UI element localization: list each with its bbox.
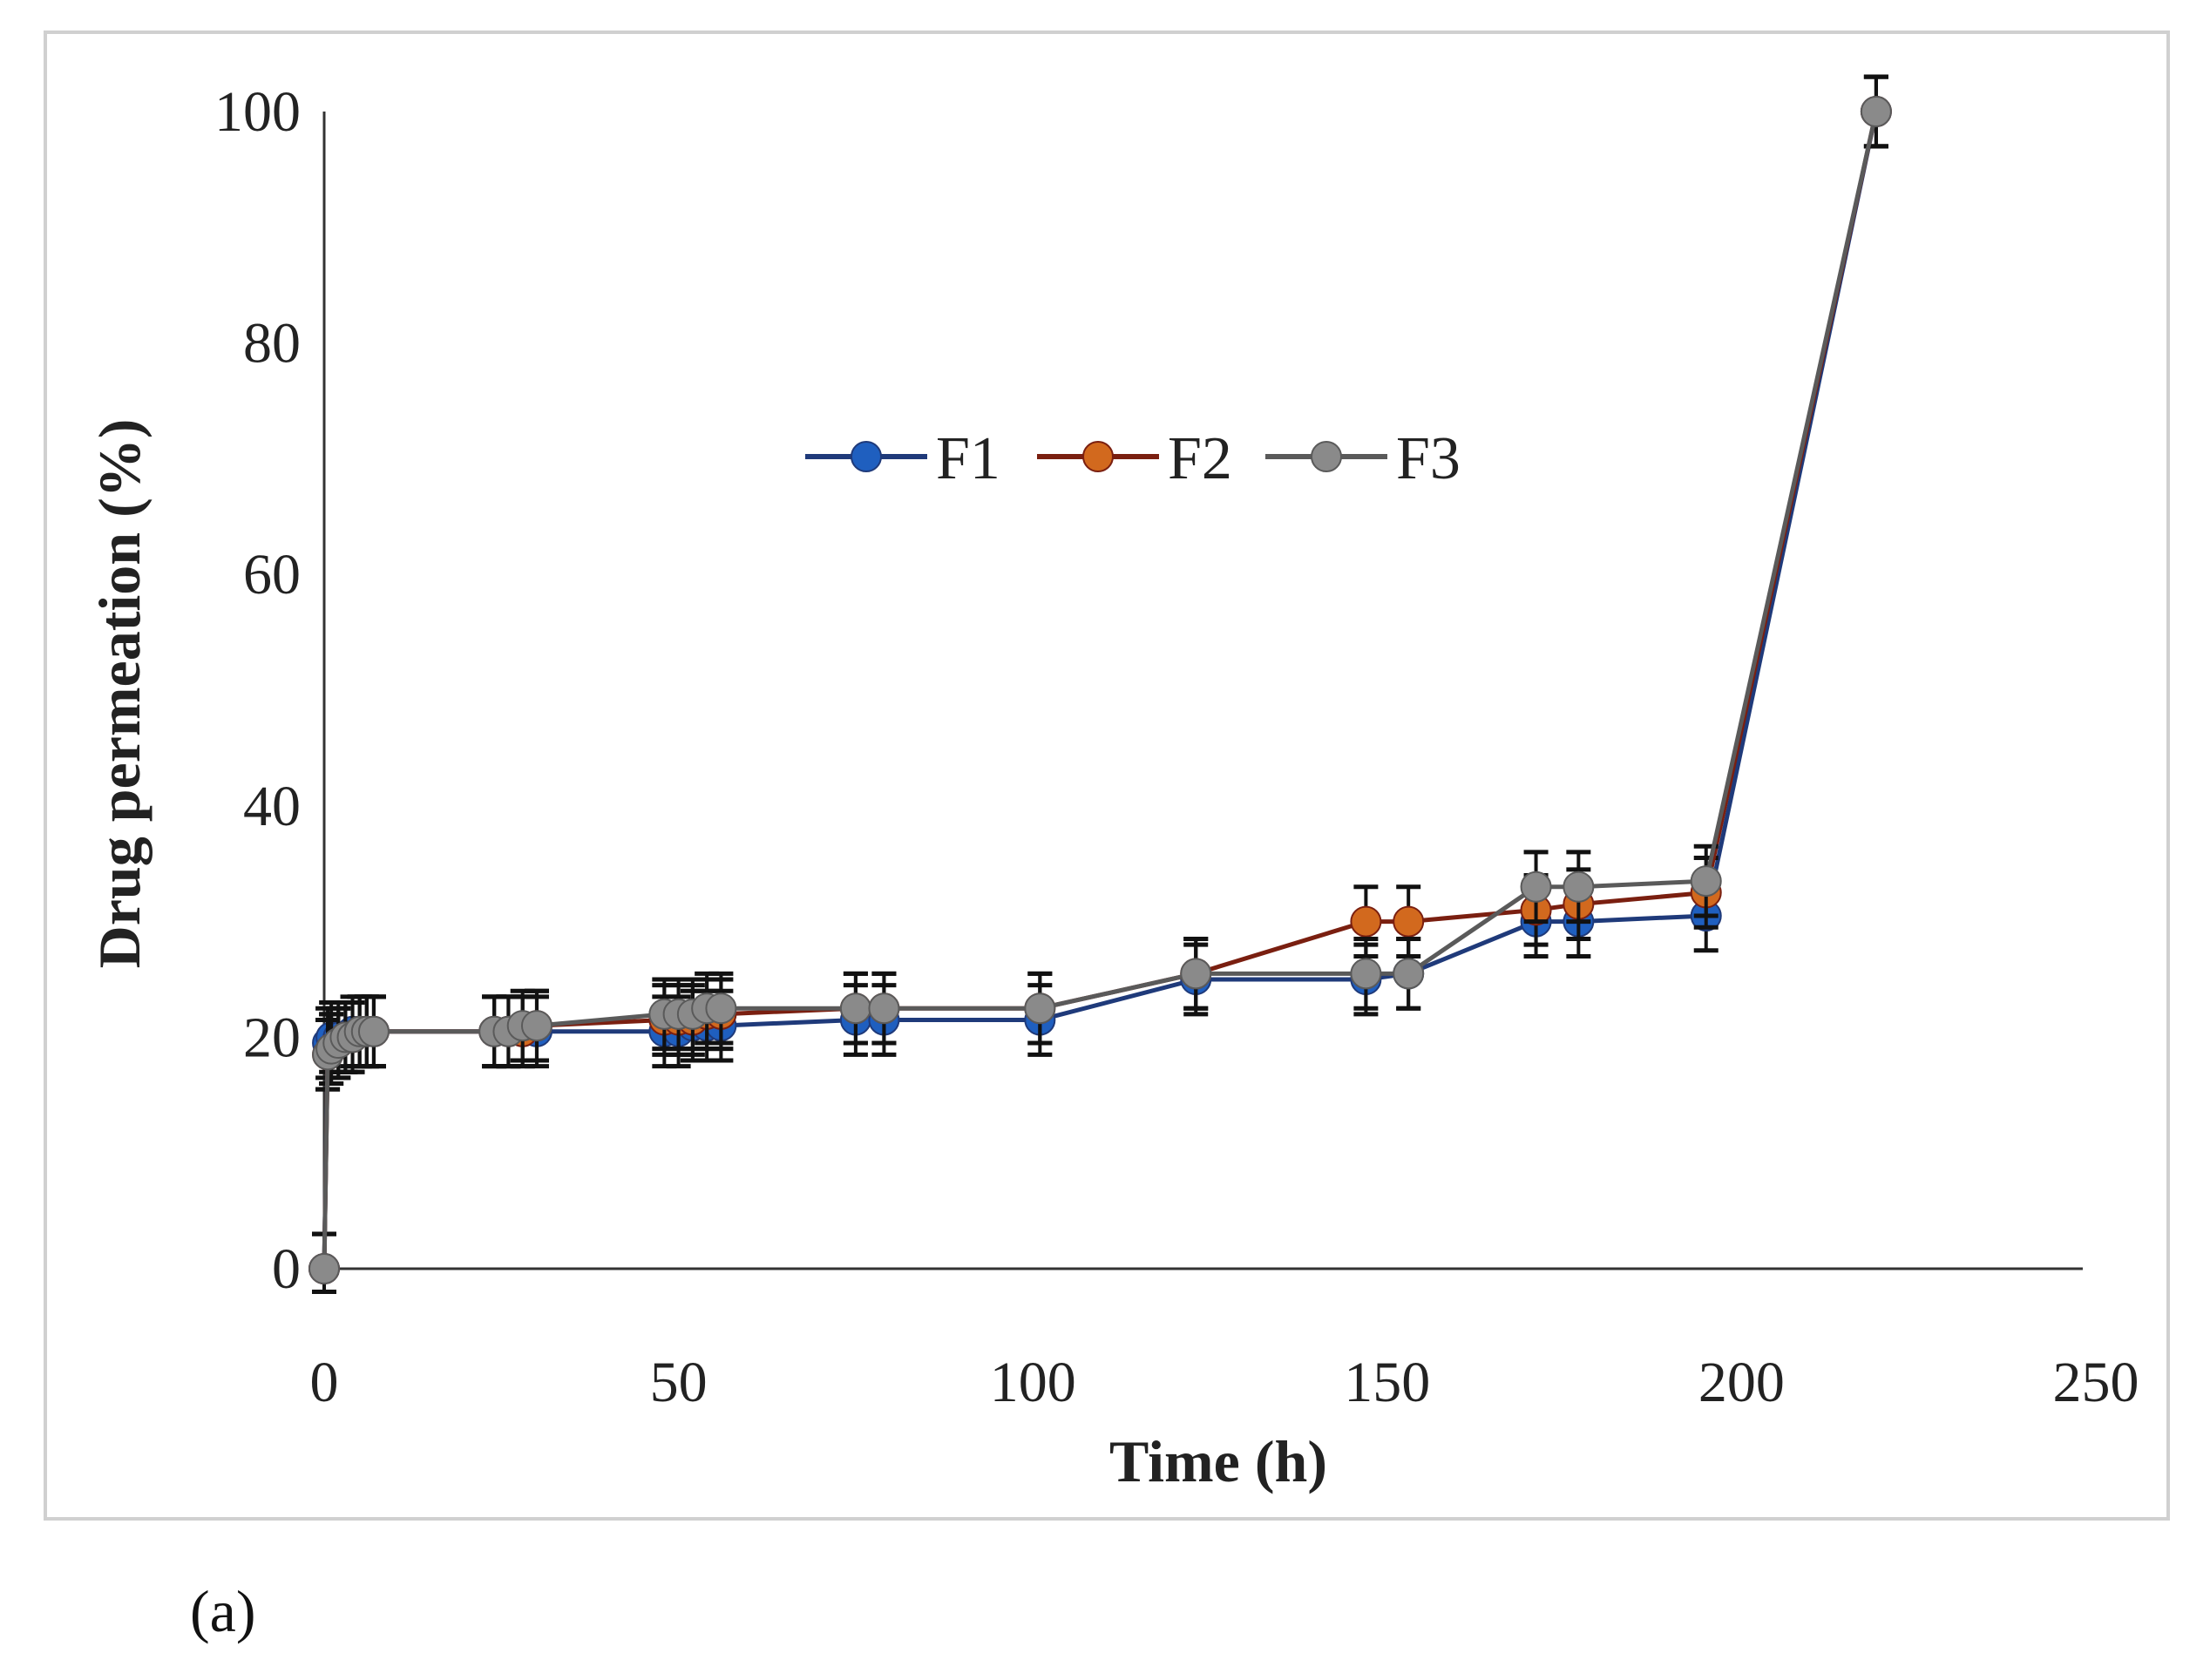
data-point	[1563, 870, 1595, 903]
x-tick-label: 100	[990, 1351, 1076, 1414]
data-point	[868, 992, 900, 1025]
data-point	[839, 992, 871, 1025]
x-tick-label: 150	[1344, 1351, 1430, 1414]
x-tick-labels: 0 50 100 150 200 250	[310, 1351, 2139, 1414]
legend-marker	[851, 441, 882, 472]
data-point	[1393, 958, 1425, 990]
y-tick-labels: 0 20 40 60 80 100	[214, 80, 301, 1301]
y-axis-title: Drug permeation (%)	[86, 419, 153, 969]
series-layer	[308, 74, 1892, 1295]
y-tick-label: 100	[214, 80, 301, 144]
x-tick-label: 250	[2053, 1351, 2139, 1414]
series-f2	[308, 74, 1892, 1295]
x-axis-title: Time (h)	[1109, 1428, 1327, 1494]
data-point	[308, 1253, 340, 1284]
data-point	[1350, 905, 1382, 938]
data-point	[1024, 992, 1056, 1025]
series-line	[322, 111, 1879, 1270]
x-tick-label: 50	[650, 1351, 708, 1414]
legend-marker	[1311, 441, 1342, 472]
data-point	[520, 1010, 552, 1042]
data-point	[1690, 865, 1722, 898]
legend-marker	[1082, 441, 1114, 472]
x-tick-label: 0	[310, 1351, 339, 1414]
series-f3	[308, 74, 1892, 1295]
axes	[322, 112, 2083, 1270]
y-tick-label: 60	[243, 543, 301, 606]
data-point	[1393, 905, 1425, 938]
legend-item-f1: F1	[805, 425, 1000, 492]
y-tick-label: 0	[272, 1237, 301, 1301]
y-tick-label: 20	[243, 1006, 301, 1069]
data-point	[1350, 958, 1382, 990]
legend-label: F2	[1168, 425, 1232, 492]
legend-item-f2: F2	[1037, 425, 1232, 492]
x-tick-label: 200	[1698, 1351, 1785, 1414]
data-point	[1520, 870, 1552, 903]
data-point	[705, 992, 737, 1025]
legend-label: F3	[1396, 425, 1461, 492]
data-point	[1180, 958, 1212, 990]
series-f1	[308, 74, 1892, 1295]
y-tick-label: 40	[243, 775, 301, 838]
series-line	[322, 111, 1879, 1270]
legend: F1 F2 F3	[805, 425, 1461, 492]
legend-label: F1	[936, 425, 1000, 492]
panel-label: (a)	[190, 1578, 256, 1644]
chart-frame	[44, 30, 2170, 1521]
data-point	[357, 1015, 390, 1047]
legend-item-f3: F3	[1265, 425, 1461, 492]
data-point	[1860, 96, 1892, 127]
y-tick-label: 80	[243, 312, 301, 376]
series-line	[322, 111, 1879, 1270]
